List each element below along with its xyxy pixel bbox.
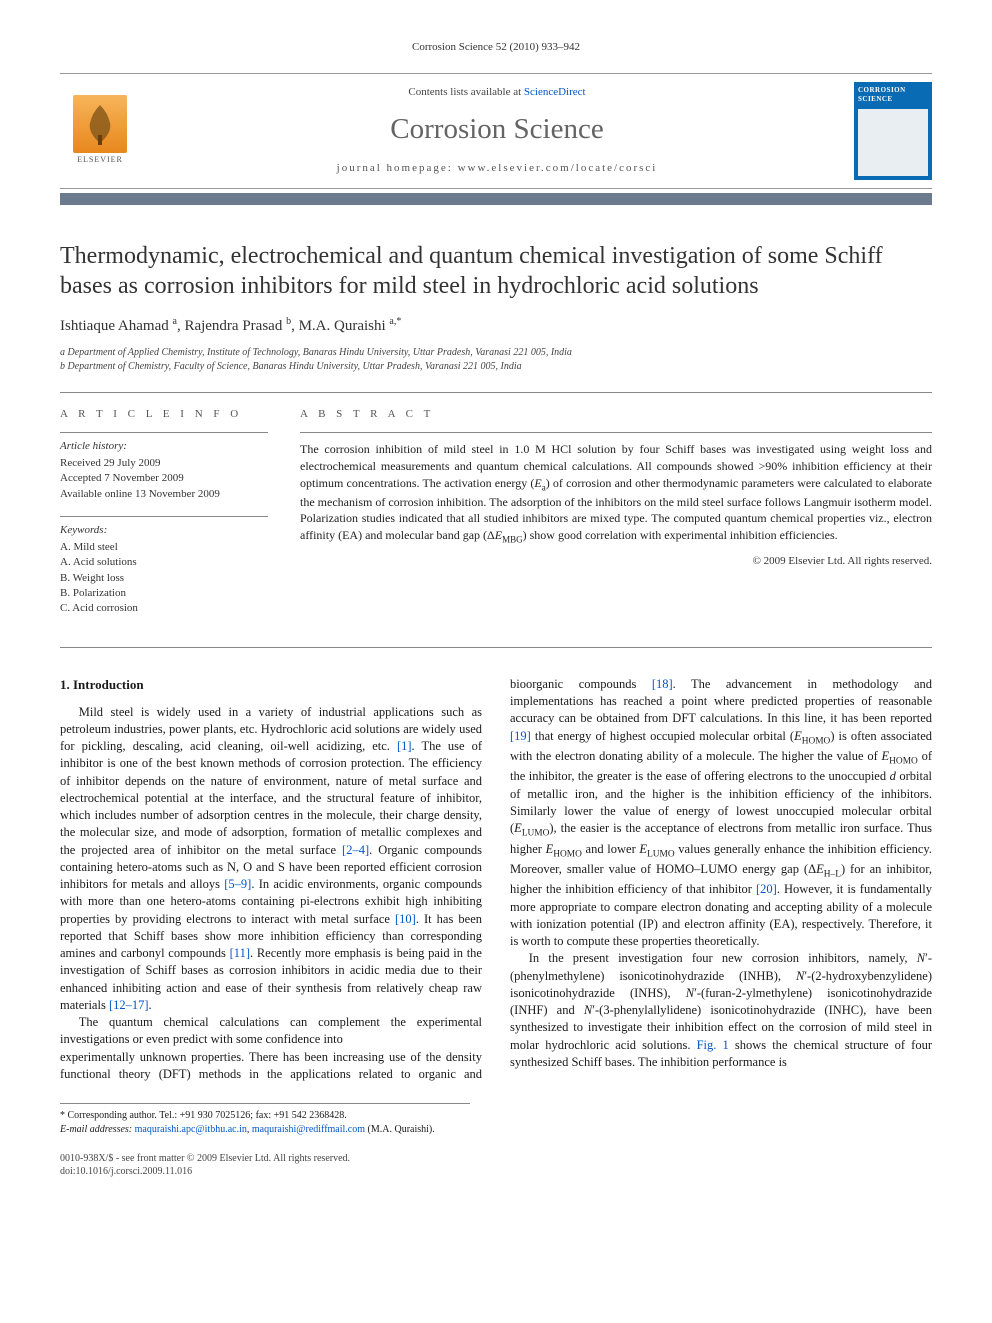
keyword-1: A. Acid solutions [60, 555, 268, 570]
doi-line: doi:10.1016/j.corsci.2009.11.016 [60, 1165, 932, 1178]
email-label: E-mail addresses: [60, 1124, 135, 1135]
history-label: Article history: [60, 439, 268, 454]
article-history-block: Article history: Received 29 July 2009 A… [60, 433, 268, 502]
authors-line: Ishtiaque Ahamad a, Rajendra Prasad b, M… [60, 315, 932, 336]
abstract-head: A B S T R A C T [300, 407, 932, 422]
keyword-4: C. Acid corrosion [60, 601, 268, 616]
front-matter-footer: 0010-938X/$ - see front matter © 2009 El… [60, 1152, 932, 1178]
publisher-logo-block: ELSEVIER [60, 95, 140, 166]
rule-bottom [60, 647, 932, 648]
keywords-label: Keywords: [60, 523, 268, 538]
cover-body-placeholder [858, 109, 928, 176]
keywords-block: Keywords: A. Mild steel A. Acid solution… [60, 517, 268, 617]
cover-title: CORROSION SCIENCE [858, 86, 928, 105]
keyword-3: B. Polarization [60, 586, 268, 601]
article-info-column: A R T I C L E I N F O Article history: R… [60, 407, 268, 631]
affiliation-a: a Department of Applied Chemistry, Insti… [60, 346, 932, 360]
history-accepted: Accepted 7 November 2009 [60, 471, 268, 486]
sciencedirect-link[interactable]: ScienceDirect [524, 86, 586, 98]
journal-banner: ELSEVIER Contents lists available at Sci… [60, 73, 932, 189]
email-tail: (M.A. Quraishi). [365, 1124, 435, 1135]
body-two-columns: 1. Introduction Mild steel is widely use… [60, 676, 932, 1083]
affiliation-b: b Department of Chemistry, Faculty of Sc… [60, 360, 932, 374]
history-online: Available online 13 November 2009 [60, 487, 268, 502]
abstract-text: The corrosion inhibition of mild steel i… [300, 441, 932, 546]
email-link-1[interactable]: maquraishi.apc@itbhu.ac.in [135, 1124, 247, 1135]
history-received: Received 29 July 2009 [60, 456, 268, 471]
info-abstract-row: A R T I C L E I N F O Article history: R… [60, 393, 932, 647]
abstract-copyright: © 2009 Elsevier Ltd. All rights reserved… [300, 554, 932, 569]
keyword-0: A. Mild steel [60, 540, 268, 555]
abstract-column: A B S T R A C T The corrosion inhibition… [300, 407, 932, 631]
email-link-2[interactable]: maquraishi@rediffmail.com [252, 1124, 365, 1135]
abs-rule [300, 432, 932, 433]
journal-cover-thumbnail: CORROSION SCIENCE [854, 82, 932, 180]
homepage-url: www.elsevier.com/locate/corsci [458, 162, 658, 174]
homepage-prefix: journal homepage: [337, 162, 458, 174]
corresponding-author-footnote: * Corresponding author. Tel.: +91 930 70… [60, 1103, 470, 1136]
intro-para-2: The quantum chemical calculations can co… [60, 1014, 482, 1049]
publisher-label: ELSEVIER [77, 155, 123, 166]
corr-email-line: E-mail addresses: maquraishi.apc@itbhu.a… [60, 1123, 470, 1137]
section-1-heading: 1. Introduction [60, 676, 482, 694]
contents-prefix: Contents lists available at [408, 86, 523, 98]
article-info-head: A R T I C L E I N F O [60, 407, 268, 422]
banner-center: Contents lists available at ScienceDirec… [140, 85, 854, 176]
intro-para-1: Mild steel is widely used in a variety o… [60, 704, 482, 1015]
journal-homepage-line: journal homepage: www.elsevier.com/locat… [140, 161, 854, 176]
affiliations: a Department of Applied Chemistry, Insti… [60, 346, 932, 374]
corr-author-line: * Corresponding author. Tel.: +91 930 70… [60, 1109, 470, 1123]
keyword-2: B. Weight loss [60, 571, 268, 586]
intro-para-4: In the present investigation four new co… [510, 950, 932, 1071]
elsevier-tree-icon [73, 95, 127, 153]
running-header: Corrosion Science 52 (2010) 933–942 [60, 40, 932, 55]
header-divider-bar [60, 193, 932, 205]
journal-name: Corrosion Science [140, 110, 854, 149]
contents-available-line: Contents lists available at ScienceDirec… [140, 85, 854, 100]
front-matter-line: 0010-938X/$ - see front matter © 2009 El… [60, 1152, 932, 1165]
article-title: Thermodynamic, electrochemical and quant… [60, 241, 932, 301]
